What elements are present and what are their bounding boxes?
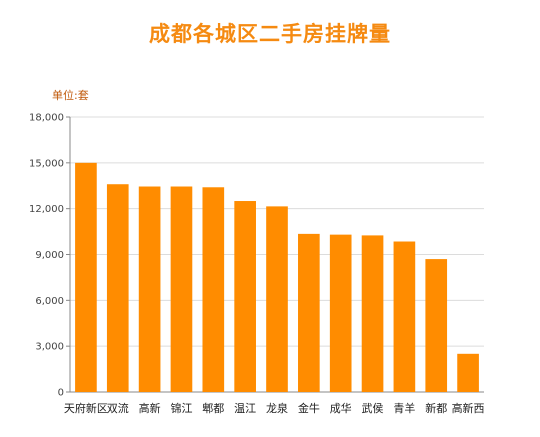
x-category-label: 高新西: [452, 401, 485, 415]
chart-title: 成都各城区二手房挂牌量: [149, 22, 391, 46]
bar-10: [361, 235, 384, 392]
x-category-label: 成华: [330, 401, 352, 415]
bar-8: [298, 233, 320, 392]
x-category-label: 温江: [234, 402, 256, 415]
x-category-label: 双流: [107, 401, 129, 415]
bars: [75, 162, 479, 392]
bar-11: [393, 241, 416, 392]
y-tick-label: 0: [58, 388, 64, 399]
bar-6: [234, 201, 256, 392]
x-category-label: 金牛: [298, 401, 320, 415]
x-category-label: 天府新区: [64, 401, 108, 415]
bar-9: [329, 234, 352, 392]
y-tick-labels: 0 3,000 6,000 9,000 12,000 15,000 18,000: [29, 113, 64, 399]
y-tick-label: 18,000: [29, 113, 64, 124]
bar-13: [457, 353, 479, 392]
x-category-label: 锦江: [170, 401, 192, 415]
x-category-label: 高新: [139, 401, 161, 415]
y-tick-label: 9,000: [35, 250, 64, 261]
bar-5: [202, 187, 225, 392]
bar-12: [425, 259, 448, 392]
bar-7: [266, 206, 288, 392]
bar-4: [170, 186, 193, 392]
bar-2: [106, 184, 129, 392]
y-tick-label: 6,000: [35, 296, 64, 307]
y-tick-label: 3,000: [35, 342, 64, 353]
x-category-label: 龙泉: [266, 401, 288, 415]
y-tick-label: 15,000: [29, 158, 64, 169]
x-category-label: 新都: [425, 401, 447, 415]
x-category-label: 青羊: [393, 401, 415, 415]
x-category-label: 武侯: [362, 401, 384, 415]
unit-label: 单位:套: [52, 89, 89, 102]
bar-3: [138, 186, 161, 392]
y-tick-label: 12,000: [29, 204, 64, 215]
x-category-label: 郫都: [202, 401, 224, 415]
bar-1: [75, 162, 97, 392]
